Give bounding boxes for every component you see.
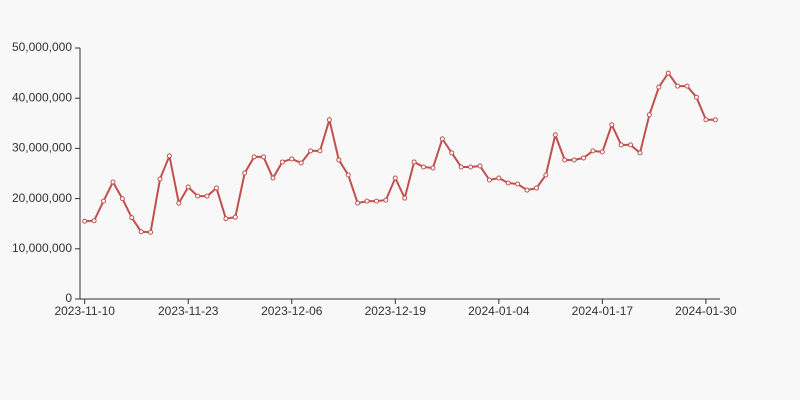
point [129,215,135,221]
point [110,179,116,185]
x-tick-label: 2023-11-23 [158,304,219,318]
y-tick-label: 0 [65,291,72,305]
point [383,197,389,203]
point [609,122,615,128]
y-tick-label: 40,000,000 [12,90,72,104]
point [684,83,690,89]
point [355,200,361,206]
point [646,112,652,118]
y-tick-label: 30,000,000 [12,141,72,155]
point [251,154,257,160]
point [148,229,154,235]
point [279,159,285,165]
point [458,164,464,170]
x-tick-label: 2024-01-30 [675,304,737,318]
point [515,181,521,187]
point [336,157,342,163]
point [524,187,530,193]
point [204,193,210,199]
point [543,172,549,178]
point [439,136,445,142]
point [373,198,379,204]
x-tick-label: 2023-11-10 [54,304,115,318]
point [176,200,182,206]
y-tick-label: 50,000,000 [12,40,72,54]
point [590,148,596,154]
point [166,153,172,159]
point [364,198,370,204]
point [392,175,398,181]
point [703,117,709,123]
x-tick-label: 2023-12-06 [261,304,323,318]
line-series [84,71,716,234]
point [449,150,455,156]
point [289,156,295,162]
point [533,185,539,191]
point [101,198,107,204]
x-tick-label: 2024-01-17 [572,304,634,318]
point [402,195,408,201]
x-tick-label: 2024-01-04 [468,304,530,318]
point [213,185,219,191]
point [505,180,511,186]
point [656,84,662,90]
point [298,160,304,166]
point [317,148,323,154]
y-tick-label: 10,000,000 [12,241,72,255]
point [675,83,681,89]
point [637,150,643,156]
point [486,177,492,183]
point [693,94,699,100]
point [562,157,568,163]
point [618,142,624,148]
point [552,132,558,138]
point [581,155,587,161]
point [477,163,483,169]
point [185,184,191,190]
point [468,164,474,170]
point [82,218,88,224]
point [119,196,125,202]
point [571,157,577,163]
point [430,165,436,171]
point [326,117,332,123]
point [138,229,144,235]
point [223,216,229,222]
point [157,176,163,182]
point [308,148,314,154]
point [599,149,605,155]
point [232,214,238,220]
point [261,154,267,160]
point [270,175,276,181]
point [242,170,248,176]
point [421,164,427,170]
point [345,172,351,178]
point [195,193,201,199]
point [411,159,417,165]
point [665,70,671,76]
point [712,117,718,123]
point [91,218,97,224]
y-tick-label: 20,000,000 [12,191,72,205]
point [496,175,502,181]
x-tick-label: 2023-12-19 [365,304,427,318]
point [628,142,634,148]
